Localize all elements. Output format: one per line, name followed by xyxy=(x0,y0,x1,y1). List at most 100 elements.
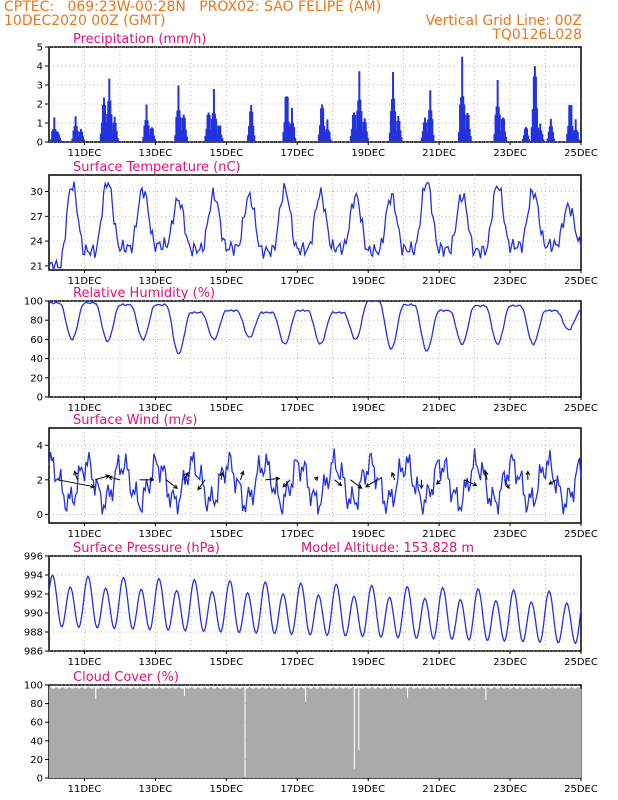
cloud-bar xyxy=(344,687,347,778)
precip-bar xyxy=(503,118,506,142)
cloud-bar xyxy=(102,688,105,778)
precip-bar xyxy=(354,114,357,142)
cloud-bar xyxy=(480,686,483,778)
precip-bar xyxy=(388,132,391,142)
cloud-bar xyxy=(363,687,366,778)
cloud-bar xyxy=(455,687,458,778)
precip-bar xyxy=(74,116,77,142)
y-tick-label: 0 xyxy=(37,774,43,785)
precip-bar xyxy=(528,138,531,142)
precip-bar xyxy=(204,136,207,142)
cloud-bar xyxy=(173,688,176,778)
wind-arrow xyxy=(485,471,488,480)
x-tick-label: 23DEC xyxy=(493,148,527,159)
x-tick-label: 15DEC xyxy=(209,148,243,159)
x-tick-label: 23DEC xyxy=(493,276,527,287)
cloud-bar xyxy=(295,688,298,778)
precip-bar xyxy=(569,105,572,142)
cloud-bar xyxy=(514,688,517,778)
precip-bar xyxy=(73,126,76,142)
y-tick-label: 21 xyxy=(30,261,43,272)
precip-bar xyxy=(522,135,525,142)
cloud-bar xyxy=(493,687,496,778)
cloud-bar xyxy=(360,688,363,778)
cloud-bar xyxy=(341,688,344,778)
cloud-bar xyxy=(391,688,394,778)
precip-bar xyxy=(248,125,251,142)
precip-bar xyxy=(429,90,432,142)
cloud-bar xyxy=(230,688,233,778)
cloud-bar xyxy=(297,688,300,778)
precip-bar xyxy=(571,126,574,142)
cloud-bar xyxy=(309,688,311,778)
cloud-bar xyxy=(434,687,437,778)
cloud-bar xyxy=(532,687,535,778)
x-tick-label: 15DEC xyxy=(209,276,243,287)
cloud-bar xyxy=(148,688,150,778)
precip-bar xyxy=(52,129,55,142)
cloud-bar xyxy=(499,686,502,778)
cloud-bar xyxy=(422,687,425,778)
cloud-bar xyxy=(504,688,507,778)
cloud-bar xyxy=(114,687,116,778)
precip-bar xyxy=(566,133,569,142)
cloud-bar xyxy=(232,688,235,778)
cloud-bar xyxy=(168,688,171,778)
cloud-bar xyxy=(468,687,471,778)
wind-arrowhead xyxy=(90,483,96,489)
precip-bar xyxy=(290,107,293,142)
precip-bar xyxy=(154,138,157,142)
wind-arrowhead xyxy=(525,470,531,476)
cloud-bar xyxy=(60,687,63,778)
precip-bar xyxy=(55,134,58,142)
precip-bar xyxy=(51,131,54,142)
cloud-bar xyxy=(490,688,493,778)
precip-bar xyxy=(323,125,326,142)
cloud-bar xyxy=(486,687,489,778)
precip-bar xyxy=(427,119,430,142)
cloud-bar xyxy=(108,687,110,778)
cloud-bar xyxy=(579,688,582,778)
cloud-bar xyxy=(66,688,69,778)
cloud-bar xyxy=(320,688,323,778)
cloud-bar xyxy=(334,688,337,778)
cloud-bar xyxy=(207,688,209,778)
y-tick-label: 996 xyxy=(24,552,43,563)
cloud-bar xyxy=(414,688,416,778)
precip-bar xyxy=(460,96,463,142)
cloud-bar xyxy=(105,688,108,778)
x-tick-label: 17DEC xyxy=(280,784,314,795)
precip-bar xyxy=(286,96,289,142)
x-tick-label: 15DEC xyxy=(209,784,243,795)
cloud-bar xyxy=(473,687,475,778)
precip-bar xyxy=(495,106,498,142)
cloud-bar xyxy=(552,688,555,778)
cloud-bar xyxy=(357,750,360,778)
precip-bar xyxy=(208,114,211,142)
cloud-bar xyxy=(362,688,365,778)
precip-bar xyxy=(107,101,110,142)
x-tick-label: 23DEC xyxy=(493,657,527,668)
precip-bar xyxy=(283,122,286,142)
cloud-bar xyxy=(260,687,263,778)
cloud-bar xyxy=(456,688,459,778)
cloud-bar xyxy=(399,688,402,778)
precip-bar xyxy=(577,139,580,142)
precip-bar xyxy=(504,131,507,142)
cloud-bar xyxy=(292,687,295,778)
cloud-bar xyxy=(508,688,511,778)
cloud-bar xyxy=(174,688,177,778)
precip-bar xyxy=(463,135,466,142)
cloud-bar xyxy=(186,688,189,778)
panel-frame xyxy=(48,300,582,398)
precip-bar xyxy=(574,119,577,142)
precip-bar xyxy=(110,114,113,142)
x-tick-label: 25DEC xyxy=(564,403,598,414)
x-tick-label: 11DEC xyxy=(68,529,102,540)
y-tick-label: 3 xyxy=(37,81,43,92)
cloud-bar xyxy=(538,687,541,778)
cloud-bar xyxy=(285,688,288,778)
pressure-line xyxy=(48,574,582,645)
precip-bar xyxy=(464,129,467,142)
precip-bar xyxy=(536,108,539,142)
